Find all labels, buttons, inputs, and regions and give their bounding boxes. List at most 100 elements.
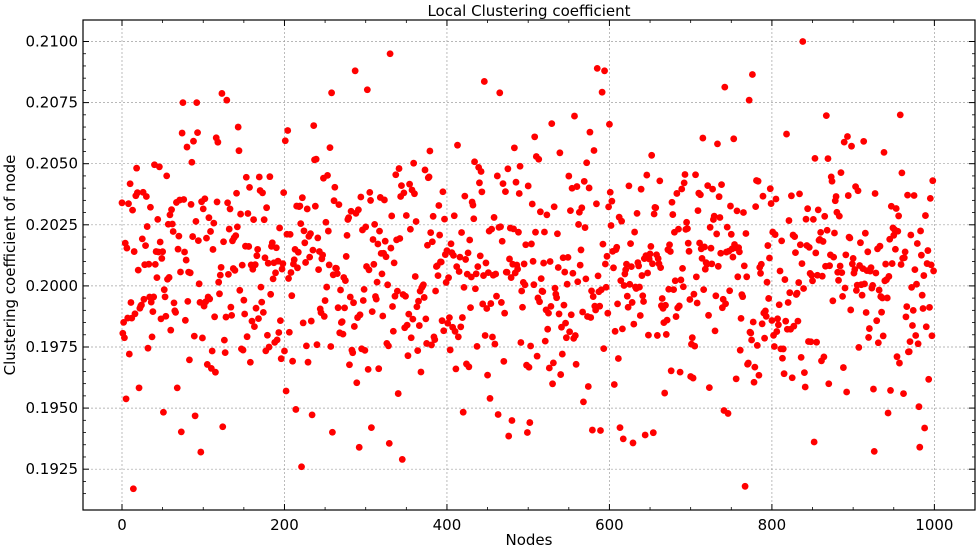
data-point <box>635 262 643 270</box>
data-point <box>686 296 694 303</box>
data-point <box>599 240 607 248</box>
data-point <box>127 299 135 306</box>
data-point <box>209 246 217 253</box>
data-point <box>672 313 680 320</box>
data-point <box>905 348 913 356</box>
data-point <box>147 203 154 211</box>
data-point <box>749 71 756 78</box>
data-point <box>862 309 870 316</box>
data-point <box>228 311 236 319</box>
data-point <box>837 169 845 177</box>
data-point <box>585 184 593 192</box>
data-point <box>281 137 289 145</box>
data-point <box>743 273 751 281</box>
data-point <box>883 294 891 302</box>
data-point <box>536 298 543 306</box>
data-point <box>167 326 175 334</box>
data-point <box>832 193 840 200</box>
data-point <box>471 158 478 166</box>
data-point <box>562 334 570 342</box>
data-point <box>918 291 926 299</box>
data-point <box>821 212 829 220</box>
data-point <box>160 286 168 294</box>
data-point <box>159 248 167 256</box>
data-point <box>307 317 315 325</box>
data-point <box>406 225 414 233</box>
data-point <box>809 277 816 285</box>
data-point <box>388 212 396 220</box>
data-point <box>253 252 261 260</box>
data-point <box>462 256 470 263</box>
data-point <box>493 292 500 300</box>
data-point <box>727 202 734 210</box>
data-point <box>751 363 759 371</box>
data-point <box>386 50 394 58</box>
data-point <box>311 202 319 210</box>
data-point <box>472 270 480 278</box>
data-point <box>851 266 859 273</box>
data-point <box>531 133 539 141</box>
data-point <box>431 336 439 344</box>
data-point <box>641 431 649 439</box>
data-point <box>829 297 837 305</box>
data-point <box>387 244 395 252</box>
data-point <box>549 380 556 388</box>
data-point <box>503 268 511 276</box>
data-point <box>643 171 651 179</box>
data-point <box>825 380 833 388</box>
data-point <box>540 259 548 267</box>
data-point <box>376 227 383 235</box>
data-point <box>281 347 288 355</box>
data-point <box>186 356 193 364</box>
data-point <box>402 292 409 300</box>
data-point <box>410 159 418 167</box>
data-point <box>218 90 226 97</box>
data-point <box>744 359 752 367</box>
data-point <box>191 412 199 420</box>
data-point <box>772 195 780 203</box>
data-point <box>361 346 369 354</box>
data-point <box>505 432 513 440</box>
data-point <box>754 177 762 185</box>
data-point <box>447 240 455 248</box>
data-point <box>156 238 164 246</box>
data-point <box>774 315 781 323</box>
data-point <box>194 129 201 137</box>
data-point <box>325 261 333 269</box>
data-point <box>818 272 826 280</box>
data-point <box>784 299 792 306</box>
data-point <box>656 177 664 185</box>
data-point <box>276 224 283 232</box>
data-point <box>627 263 635 271</box>
data-point <box>405 310 413 318</box>
data-point <box>197 448 205 456</box>
data-point <box>246 358 254 366</box>
data-point <box>577 246 585 254</box>
x-tick-label: 800 <box>758 516 787 534</box>
data-point <box>244 210 252 217</box>
data-point <box>444 319 452 327</box>
data-point <box>502 188 509 196</box>
data-point <box>762 307 769 315</box>
data-point <box>370 260 378 268</box>
data-point <box>844 192 852 199</box>
data-point <box>707 244 715 252</box>
data-point <box>648 151 656 159</box>
data-point <box>501 309 509 317</box>
data-point <box>666 248 674 255</box>
data-point <box>526 419 534 426</box>
data-point <box>779 345 787 353</box>
data-point <box>766 185 774 193</box>
data-point <box>129 206 136 214</box>
data-point <box>871 190 879 197</box>
data-point <box>522 241 530 249</box>
data-point <box>839 292 846 300</box>
data-point <box>684 225 691 233</box>
data-point <box>424 241 431 249</box>
data-point <box>284 127 292 134</box>
data-point <box>791 233 799 241</box>
data-point <box>593 64 601 72</box>
data-point <box>550 203 558 211</box>
data-point <box>212 368 219 376</box>
data-point <box>186 269 194 277</box>
